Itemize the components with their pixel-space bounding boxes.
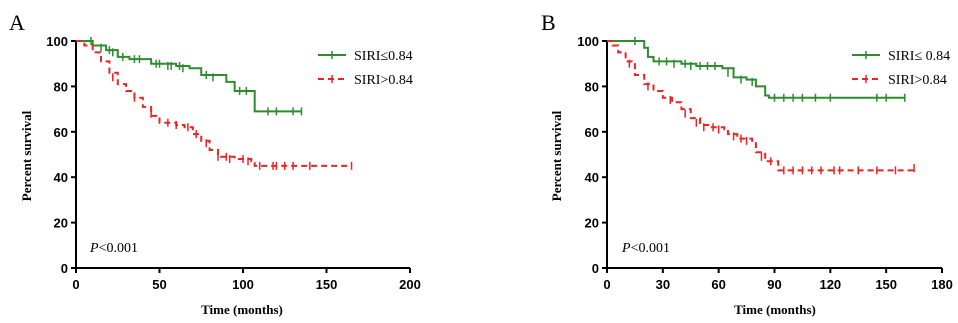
- panel-a-x-tick-label: 150: [316, 277, 338, 292]
- panel-a-x-tick-label: 200: [399, 277, 421, 292]
- panel-a-p-value: P<0.001: [89, 241, 138, 256]
- panel-a-series-low-line: [76, 40, 302, 113]
- panel-b-x-axis-title: Time (months): [734, 302, 816, 317]
- panel-b-legend-high-label: SIRI>0.84: [888, 73, 947, 88]
- panel-a-y-tick-label: 20: [54, 216, 68, 231]
- panel-b-y-ticks: 0 20 40 60 80 100: [577, 34, 607, 276]
- panel-b-x-tick-label: 0: [603, 277, 610, 292]
- panel-a-series-high-line: [76, 40, 352, 167]
- panel-b-y-tick-label: 100: [577, 34, 599, 49]
- panel-b-x-tick-label: 150: [875, 277, 897, 292]
- panel-b-x-ticks: 0 30 60 90 120 150 180: [603, 268, 953, 292]
- panel-a-p-threshold: <0.001: [99, 241, 138, 256]
- panel-b-x-tick-label: 60: [711, 277, 725, 292]
- panel-b-p-threshold: <0.001: [631, 241, 670, 256]
- panel-b-x-tick-label: 30: [656, 277, 670, 292]
- panel-a-y-tick-label: 0: [61, 261, 68, 276]
- panel-a-x-tick-label: 100: [232, 277, 254, 292]
- panel-a-series: [76, 37, 353, 170]
- panel-a-x-ticks: 0 50 100 150 200: [72, 268, 421, 292]
- panel-a-p-letter: P: [89, 241, 99, 256]
- panel-a-legend: SIRI≤0.84 SIRI>0.84: [318, 49, 413, 88]
- panel-a-y-ticks: 0 20 40 60 80 100: [46, 34, 76, 276]
- panel-b-y-tick-label: 0: [592, 261, 599, 276]
- panel-a-x-axis-title: Time (months): [201, 302, 283, 317]
- panel-b-series-high-line: [607, 40, 915, 172]
- panel-a-letter: A: [9, 10, 25, 35]
- panel-b-y-axis-title: Percent survival: [549, 110, 564, 201]
- panel-a-legend-high-label: SIRI>0.84: [354, 73, 413, 88]
- panel-b-series: [607, 37, 915, 175]
- panel-b-p-value: P<0.001: [621, 241, 670, 256]
- panel-b-letter: B: [541, 10, 556, 35]
- panel-a-y-tick-label: 80: [54, 79, 68, 94]
- panel-b-series-low-line: [607, 40, 905, 99]
- panel-a-y-tick-label: 40: [54, 170, 68, 185]
- panel-a-y-tick-label: 60: [54, 125, 68, 140]
- panel-b-legend-low-label: SIRI≤ 0.84: [888, 49, 950, 64]
- panel-b-y-tick-label: 60: [585, 125, 599, 140]
- panel-b: B Percent survival Time (months) 0 20 40 60…: [541, 10, 953, 317]
- panel-b-x-tick-label: 180: [931, 277, 953, 292]
- panel-b-p-letter: P: [621, 241, 631, 256]
- panel-a-x-tick-label: 0: [72, 277, 79, 292]
- panel-a-y-tick-label: 100: [46, 34, 68, 49]
- panel-b-y-tick-label: 20: [585, 216, 599, 231]
- panel-a-x-tick-label: 50: [152, 277, 166, 292]
- panel-a-legend-low-label: SIRI≤0.84: [354, 49, 413, 64]
- panel-b-legend: SIRI≤ 0.84 SIRI>0.84: [852, 49, 950, 88]
- panel-b-x-tick-label: 120: [819, 277, 841, 292]
- panel-a-y-axis-title: Percent survival: [19, 110, 34, 201]
- panel-a: A Percent survival Time (months) 0 20 40 60…: [9, 10, 421, 317]
- panel-b-y-tick-label: 80: [585, 79, 599, 94]
- panel-b-x-tick-label: 90: [767, 277, 781, 292]
- panel-b-y-tick-label: 40: [585, 170, 599, 185]
